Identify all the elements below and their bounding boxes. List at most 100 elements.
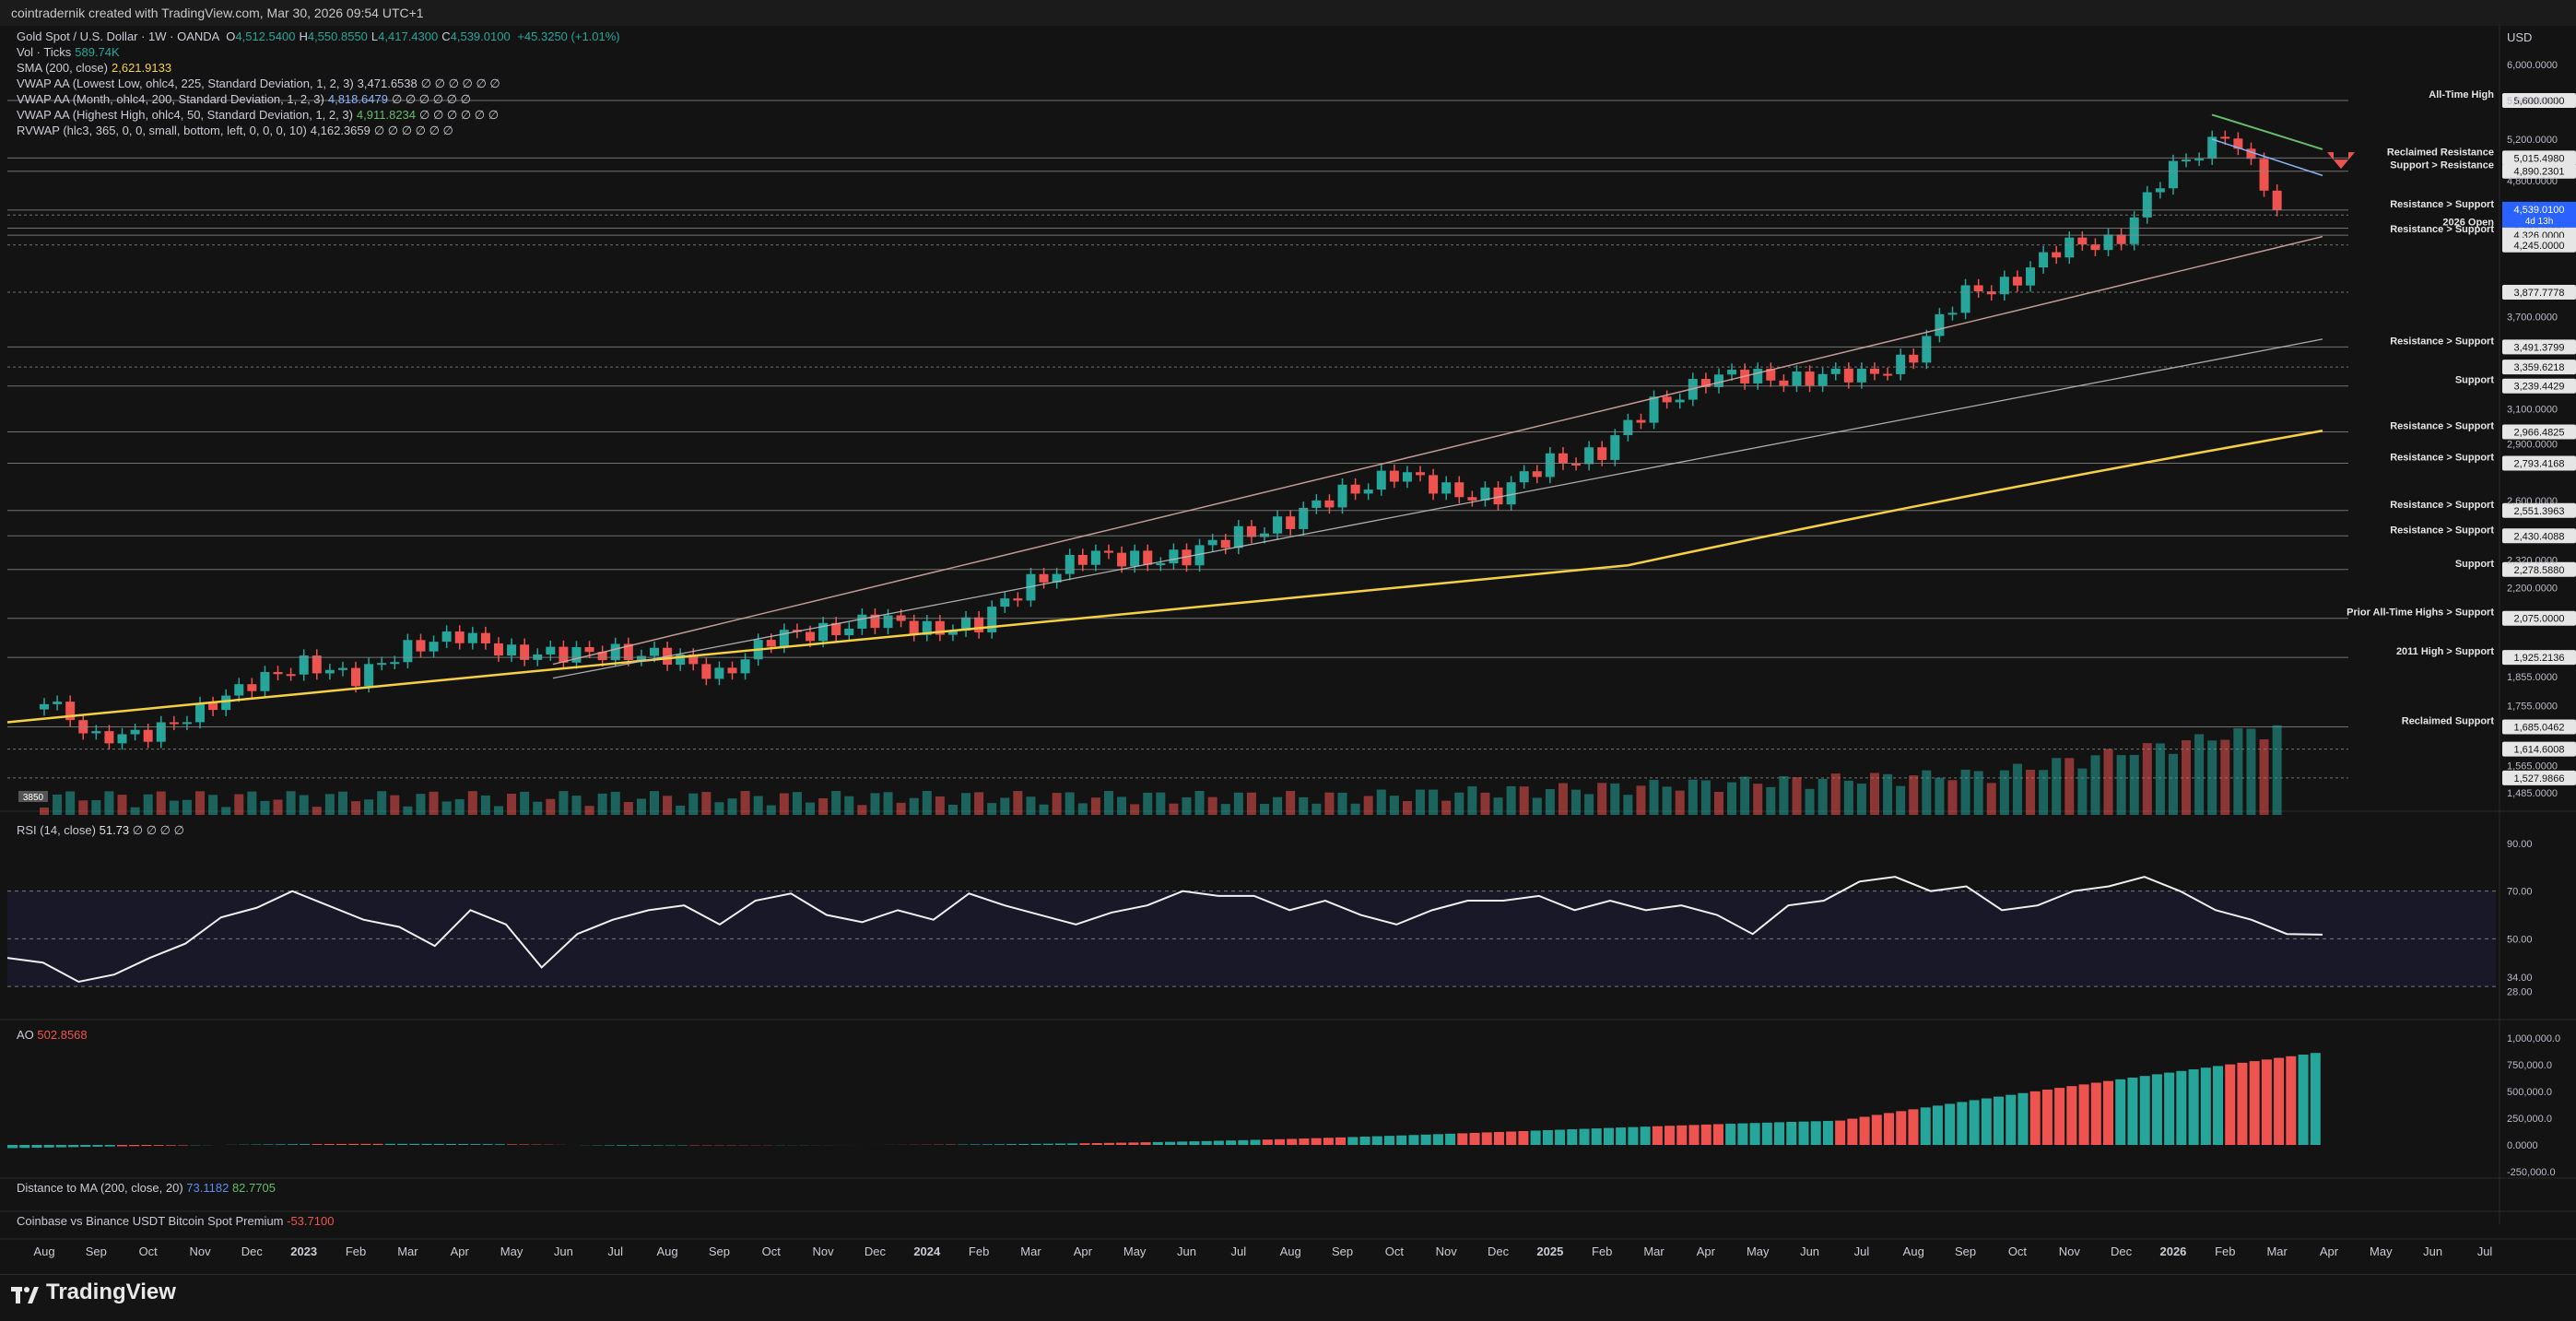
ao-bar (360, 1144, 371, 1145)
time-axis-label: Mar (1020, 1244, 1041, 1258)
ao-label: AO (17, 1028, 34, 1042)
volume-bar (1961, 770, 1970, 815)
candle-body (234, 684, 243, 695)
volume-bar (844, 796, 853, 815)
level-label: Prior All-Time Highs > Support (2347, 607, 2494, 619)
ao-bar (409, 1144, 419, 1145)
candle-body (1013, 598, 1022, 600)
candle-body (1909, 355, 1918, 363)
rsi-band-fill (7, 891, 2496, 986)
candle-body (2052, 253, 2061, 258)
candle-body (274, 672, 283, 674)
candle-body (1091, 550, 1100, 564)
volume-bar (987, 803, 996, 815)
ao-bar (2201, 1067, 2211, 1145)
ao-bar (617, 1145, 627, 1146)
ao-bar (2103, 1081, 2113, 1145)
ao-bar (324, 1144, 335, 1145)
candle-body (1559, 454, 1568, 464)
ao-bar (1555, 1130, 1565, 1145)
ao-bar (1506, 1131, 1516, 1145)
ao-bar (1372, 1137, 1382, 1145)
ao-bar (1006, 1144, 1017, 1145)
volume-bar (1584, 794, 1594, 815)
volume-bar (1286, 791, 1295, 815)
candle-body (338, 668, 347, 670)
volume-bar (260, 801, 269, 815)
volume-bar (1806, 789, 1815, 815)
tradingview-logo[interactable]: TradingView (11, 1280, 176, 1305)
volume-bar (897, 803, 906, 815)
level-price-tag: 3,877.7778 (2513, 288, 2564, 299)
ao-bar (264, 1144, 274, 1145)
volume-bar (1792, 777, 1801, 815)
ao-bar (44, 1145, 54, 1148)
candle-body (416, 640, 425, 651)
indicator-name: VWAP AA (Lowest Low, ohlc4, 225, Standar… (17, 77, 354, 90)
ao-bar (495, 1144, 505, 1145)
volume-bar (1053, 793, 1062, 815)
volume-bar (2182, 740, 2191, 815)
ao-bar (458, 1144, 468, 1145)
volume-bar (923, 791, 932, 815)
ao-bar (1518, 1131, 1528, 1145)
volume-bar (935, 796, 945, 815)
change-value: +45.3250 (+1.01%) (517, 29, 619, 43)
ao-bar (288, 1144, 298, 1145)
volume-bar (1597, 783, 1606, 815)
time-axis-label: Mar (1643, 1244, 1664, 1258)
ao-bar (1945, 1103, 1955, 1145)
tradingview-logo-text: TradingView (46, 1280, 176, 1305)
ao-bar (1604, 1128, 1614, 1145)
volume-bar (1571, 790, 1581, 815)
volume-bar (1766, 787, 1775, 815)
volume-bar (2077, 769, 2087, 815)
ao-bar (93, 1145, 103, 1147)
volume-bar (831, 791, 841, 815)
candle-body (1546, 454, 1555, 478)
time-axis-label: Feb (346, 1244, 366, 1258)
ao-bar (1275, 1139, 1285, 1145)
time-axis-label: Sep (1955, 1244, 1976, 1258)
candle-body (1896, 355, 1905, 374)
ao-bar (1177, 1141, 1187, 1145)
volume-bar (663, 796, 672, 815)
candle-body (1922, 336, 1931, 362)
ao-bar (2225, 1065, 2235, 1145)
candle-body (1844, 369, 1853, 383)
ao-bar (1811, 1121, 1821, 1145)
time-axis-label: Jul (1854, 1244, 1870, 1258)
candle-body (170, 722, 179, 724)
volume-bar (546, 799, 555, 815)
candle-body (1454, 482, 1464, 497)
ao-bar (1786, 1122, 1796, 1145)
candle-body (2039, 253, 2048, 268)
rsi-axis-tick: 70.00 (2507, 887, 2533, 898)
ao-bar (483, 1144, 493, 1145)
rsi-tail: ∅ ∅ ∅ ∅ (133, 823, 184, 837)
tradingview-logo-icon (11, 1284, 39, 1301)
ao-bar (2176, 1071, 2186, 1145)
level-price-tag: 4,245.0000 (2513, 241, 2564, 252)
volume-bar (2000, 771, 2009, 815)
candle-body (2182, 159, 2191, 161)
ao-bar (2274, 1058, 2284, 1145)
indicator-value: 589.74K (75, 45, 119, 59)
candle-body (1104, 550, 1113, 552)
volume-bar (1377, 790, 1386, 815)
ao-bar (1421, 1135, 1431, 1145)
candle-body (1597, 447, 1606, 460)
volume-bar (131, 808, 140, 815)
candle-body (1584, 447, 1594, 464)
ao-bar (1872, 1115, 1882, 1145)
price-axis-tick: 1,855.0000 (2507, 672, 2558, 683)
volume-bar (442, 801, 452, 815)
candle-body (2077, 238, 2087, 245)
ao-bar (2091, 1083, 2101, 1146)
symbol-title: Gold Spot / U.S. Dollar · 1W · OANDA (17, 29, 219, 43)
candle-body (325, 670, 335, 674)
time-axis-label: Apr (451, 1244, 470, 1258)
candle-body (221, 696, 230, 711)
level-label: Resistance > Support (2390, 224, 2494, 235)
